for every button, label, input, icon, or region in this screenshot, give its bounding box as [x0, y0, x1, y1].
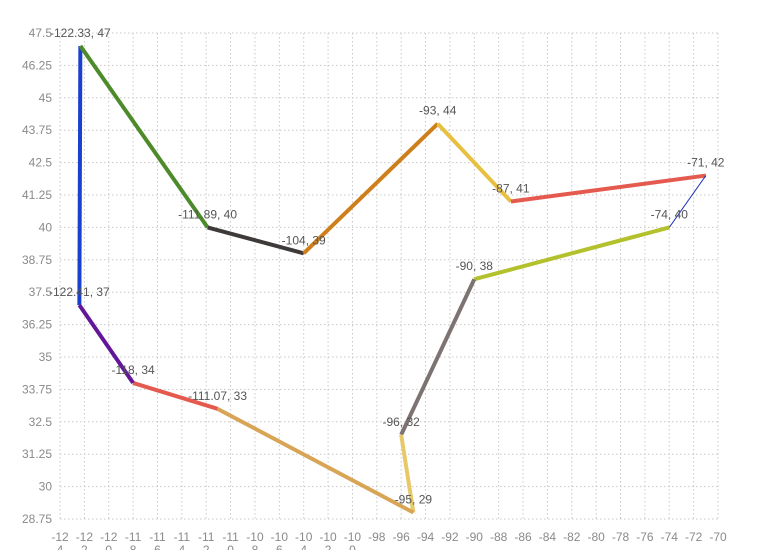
y-tick-label: 40: [39, 220, 53, 234]
y-tick-label: 46.25: [22, 58, 52, 72]
x-tick-label: -11 2: [198, 530, 215, 550]
line-segment: [77, 304, 135, 385]
data-label: -71, 42: [687, 156, 725, 170]
point-labels: -122.41, 37 -122.33, 47 -111.89, 40 -104, 3…: [49, 26, 725, 507]
x-tick-label: -92: [441, 530, 459, 544]
line-segment: [78, 44, 210, 229]
y-tick-label: 42.5: [29, 156, 53, 170]
y-tick-label: 28.75: [22, 512, 52, 526]
x-tick-label: -10 0: [344, 530, 362, 550]
x-tick-label: -78: [612, 530, 630, 544]
x-tick-label: -11 8: [125, 530, 142, 550]
x-tick-label: -12 2: [76, 530, 94, 550]
x-tick-label: -76: [636, 530, 654, 544]
x-tick-label: -70: [709, 530, 727, 544]
x-tick-label: -10 2: [319, 530, 337, 550]
data-label: -122.33, 47: [50, 26, 111, 40]
x-tick-label: -72: [685, 530, 703, 544]
x-tick-label: -88: [490, 530, 508, 544]
line-segment: [668, 175, 707, 228]
y-tick-label: 43.75: [22, 123, 52, 137]
y-tick-label: 33.75: [22, 382, 52, 396]
y-axis: 47.5 46.25 45 43.75 42.5 41.25 40 38.75 37.5 36.2…: [22, 26, 52, 526]
x-tick-label: -12 0: [100, 530, 118, 550]
x-tick-label: -96: [393, 530, 411, 544]
y-tick-label: 30: [39, 480, 53, 494]
line-segment: [302, 122, 440, 255]
y-tick-label: 38.75: [22, 253, 52, 267]
data-label: -95, 29: [395, 493, 433, 507]
x-tick-label: -12 4: [51, 530, 69, 550]
line-segment: [399, 278, 477, 436]
x-tick-label: -82: [563, 530, 581, 544]
data-label: -96, 32: [383, 415, 421, 429]
y-tick-label: 35: [39, 350, 53, 364]
data-label: -118, 34: [112, 363, 155, 377]
data-label: -122.41, 37: [49, 285, 110, 299]
line-segment: [436, 122, 513, 203]
y-tick-label: 32.5: [29, 415, 53, 429]
data-label: -111.07, 33: [188, 389, 247, 403]
data-label: -90, 38: [456, 259, 494, 273]
x-tick-label: -11 4: [174, 530, 191, 550]
y-tick-label: 37.5: [29, 285, 53, 299]
data-label: -104, 39: [282, 233, 326, 247]
x-tick-label: -74: [661, 530, 679, 544]
x-tick-label: -94: [417, 530, 435, 544]
data-label: -74, 40: [651, 207, 689, 221]
x-tick-label: -98: [368, 530, 386, 544]
x-axis: -12 4 -12 2 -12 0 -11 8 -11 6 -11 4 -11 2 -11 0 -10 8 -10 6…: [51, 530, 727, 550]
y-tick-label: 36.25: [22, 318, 52, 332]
line-segment: [132, 381, 219, 411]
x-tick-label: -90: [466, 530, 484, 544]
line-segment: [399, 434, 416, 513]
data-label: -111.89, 40: [178, 207, 237, 221]
y-tick-label: 31.25: [22, 447, 52, 461]
data-label: -93, 44: [419, 104, 457, 118]
x-tick-label: -10 8: [246, 530, 264, 550]
line-segment: [207, 225, 305, 256]
x-tick-label: -80: [587, 530, 605, 544]
y-tick-label: 45: [39, 91, 53, 105]
data-label: -87, 41: [492, 181, 530, 195]
line-segment: [473, 225, 670, 282]
x-tick-label: -11 0: [222, 530, 239, 550]
line-segment: [77, 45, 83, 306]
x-tick-label: -11 6: [149, 530, 166, 550]
grid-lines: [59, 32, 719, 520]
y-tick-label: 47.5: [29, 26, 53, 40]
x-tick-label: -84: [539, 530, 557, 544]
y-tick-label: 41.25: [22, 188, 52, 202]
x-tick-label: -10 4: [295, 530, 313, 550]
line-segments: [77, 44, 707, 515]
line-segment: [510, 173, 707, 204]
line-segment: [216, 407, 415, 515]
x-tick-label: -86: [514, 530, 532, 544]
x-tick-label: -10 6: [271, 530, 289, 550]
